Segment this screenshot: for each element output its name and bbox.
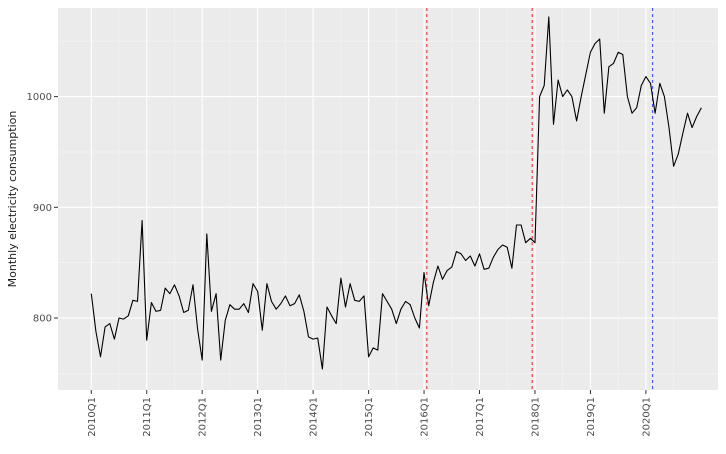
y-axis-title: Monthly electricity consumption	[6, 111, 19, 288]
reference-lines	[426, 8, 654, 390]
y-tick-label: 1000	[27, 92, 52, 103]
grid-lines	[58, 8, 718, 390]
series-layer	[90, 16, 702, 370]
axes: 800 900 1000 2010Q1 2011Q1 2012Q1 2013Q1 2014Q1…	[27, 92, 653, 437]
x-tick-label: 2019Q1	[586, 397, 597, 437]
x-tick-label: 2010Q1	[87, 397, 98, 437]
y-tick-label: 900	[33, 203, 52, 214]
x-tick-label: 2020Q1	[641, 397, 652, 437]
series-line	[90, 16, 702, 370]
x-tick-label: 2013Q1	[253, 397, 264, 437]
x-tick-label: 2015Q1	[364, 397, 375, 437]
x-tick-label: 2012Q1	[198, 397, 209, 437]
x-tick-label: 2014Q1	[309, 397, 320, 437]
x-tick-label: 2016Q1	[420, 397, 431, 437]
x-tick-label: 2017Q1	[475, 397, 486, 437]
plot-panel	[58, 8, 718, 390]
x-tick-label: 2011Q1	[142, 397, 153, 437]
x-tick-label: 2018Q1	[530, 397, 541, 437]
y-tick-label: 800	[33, 314, 52, 325]
